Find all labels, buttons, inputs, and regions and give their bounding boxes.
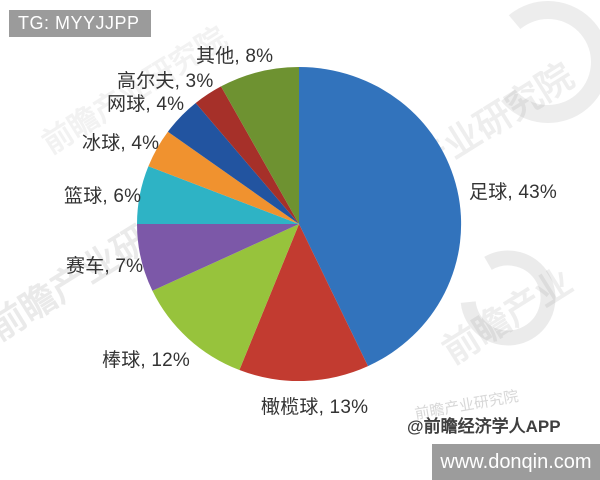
website-badge: www.donqin.com	[432, 444, 600, 480]
pie-slice-basketball	[137, 166, 299, 224]
slice-label-basketball: 篮球, 6%	[64, 186, 142, 207]
slice-label-tennis: 网球, 4%	[107, 94, 185, 115]
slice-label-baseball: 棒球, 12%	[102, 350, 190, 371]
pie-slice-golf	[195, 86, 299, 225]
slice-label-racing: 赛车, 7%	[66, 256, 144, 277]
slice-label-ice-hockey: 冰球, 4%	[82, 133, 160, 154]
slice-label-rugby: 橄榄球, 13%	[261, 397, 369, 418]
slice-label-other: 其他, 8%	[196, 46, 274, 67]
pie-slice-racing	[137, 224, 299, 291]
pie-slice-ice-hockey	[148, 131, 299, 224]
watermark-logo-group	[460, 1, 600, 346]
pie-slice-football	[299, 66, 462, 367]
attribution-text: @前瞻经济学人APP	[407, 417, 561, 436]
watermark-ring-logo	[460, 250, 556, 346]
pie-slice-tennis	[167, 103, 299, 224]
slice-label-golf: 高尔夫, 3%	[117, 71, 214, 92]
watermark-ring-logo	[487, 1, 600, 123]
pie-slice-other	[221, 67, 299, 224]
pie-slices	[137, 66, 462, 382]
tg-banner: TG: MYYJJPP	[9, 10, 151, 37]
pie-slice-rugby	[239, 224, 368, 382]
slice-label-football: 足球, 43%	[469, 182, 557, 203]
pie-slice-baseball	[152, 224, 299, 370]
